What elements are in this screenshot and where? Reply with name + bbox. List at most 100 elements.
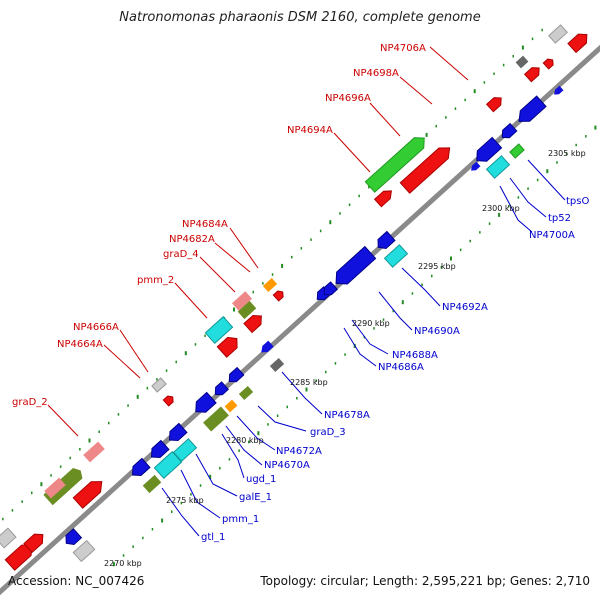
gene-arrow[interactable]: [485, 94, 505, 113]
gene-block[interactable]: [515, 55, 529, 69]
gene-arrow[interactable]: [373, 187, 395, 208]
gene-block[interactable]: [237, 300, 257, 320]
gene-label[interactable]: ugd_1: [246, 474, 276, 485]
tick-dot: [488, 222, 491, 225]
gene-arrow[interactable]: [542, 57, 555, 70]
gene-label[interactable]: tpsO: [566, 196, 589, 207]
tick-dot: [464, 98, 466, 102]
reverse-features: [62, 85, 564, 563]
gene-label[interactable]: pmm_2: [137, 275, 174, 286]
gene-label[interactable]: NP4696A: [325, 93, 371, 104]
gene-arrow[interactable]: [72, 476, 106, 509]
gene-arrow[interactable]: [331, 245, 377, 290]
tick-dot: [401, 300, 404, 305]
gene-label[interactable]: pmm_1: [222, 514, 259, 525]
gene-label[interactable]: graD_2: [12, 397, 48, 408]
gene-block[interactable]: [151, 377, 167, 393]
gene-label[interactable]: graD_3: [310, 427, 346, 438]
gene-arrow[interactable]: [499, 122, 518, 141]
gene-label[interactable]: NP4692A: [442, 302, 488, 313]
gene-label[interactable]: NP4688A: [392, 350, 438, 361]
tick-dot: [233, 307, 235, 312]
gene-block[interactable]: [72, 539, 96, 563]
tick-dot: [156, 378, 158, 381]
tick-dot: [445, 116, 447, 119]
gene-block[interactable]: [238, 386, 254, 400]
gene-label[interactable]: NP4694A: [287, 125, 333, 136]
gene-arrow[interactable]: [191, 391, 217, 416]
tick-dot: [421, 283, 423, 286]
gene-block[interactable]: [203, 406, 229, 432]
gene-block[interactable]: [231, 291, 253, 311]
gene-arrow[interactable]: [226, 366, 245, 385]
gene-block[interactable]: [142, 474, 162, 494]
gene-label[interactable]: NP4678A: [324, 410, 370, 421]
gene-block[interactable]: [224, 399, 238, 413]
gene-block[interactable]: [172, 438, 198, 462]
gene-label[interactable]: NP4664A: [57, 339, 103, 350]
map-title: Natronomonas pharaonis DSM 2160, complet…: [119, 10, 481, 25]
gene-arrow[interactable]: [552, 85, 564, 97]
gene-label[interactable]: NP4706A: [380, 43, 426, 54]
gene-arrow[interactable]: [162, 394, 175, 407]
gene-arrow[interactable]: [523, 64, 543, 83]
tick-dot: [435, 124, 437, 128]
gene-block[interactable]: [509, 143, 525, 159]
tick-dot: [50, 474, 52, 477]
gene-arrow[interactable]: [259, 340, 274, 356]
tick-dot: [305, 387, 308, 392]
gene-arrow[interactable]: [514, 95, 547, 126]
genome-backbone: [0, 44, 600, 596]
gene-label[interactable]: gtl_1: [201, 532, 225, 543]
gene-block[interactable]: [0, 527, 17, 549]
gene-block[interactable]: [485, 155, 511, 179]
gene-label[interactable]: NP4690A: [414, 326, 460, 337]
gene-label[interactable]: NP4670A: [264, 460, 310, 471]
gene-arrow[interactable]: [62, 528, 83, 548]
gene-arrow[interactable]: [216, 333, 241, 358]
tick-dot: [2, 517, 4, 521]
gene-label[interactable]: galE_1: [239, 492, 272, 503]
tick-dot: [565, 152, 568, 155]
gene-block[interactable]: [383, 244, 409, 268]
gene-arrow[interactable]: [129, 457, 151, 480]
tick-dot: [21, 500, 23, 503]
gene-arrow[interactable]: [399, 143, 454, 194]
gene-arrow[interactable]: [321, 281, 338, 298]
gene-block[interactable]: [262, 278, 278, 292]
gene-block[interactable]: [153, 451, 183, 479]
tick-dot: [344, 353, 346, 356]
gene-label[interactable]: NP4698A: [353, 68, 399, 79]
tick-dot: [546, 169, 549, 174]
gene-arrow[interactable]: [212, 381, 229, 398]
tick-dot: [276, 414, 279, 417]
gene-arrow[interactable]: [272, 289, 285, 302]
gene-block[interactable]: [269, 358, 285, 372]
gene-arrow[interactable]: [166, 422, 188, 445]
gene-label[interactable]: NP4666A: [73, 322, 119, 333]
gene-block[interactable]: [204, 316, 234, 344]
gene-arrow[interactable]: [148, 439, 170, 462]
gene-arrow[interactable]: [23, 530, 47, 554]
gene-label[interactable]: NP4700A: [529, 230, 575, 241]
gene-block[interactable]: [44, 477, 66, 499]
gene-block[interactable]: [364, 133, 429, 193]
gene-label[interactable]: NP4682A: [169, 234, 215, 245]
gene-label[interactable]: NP4686A: [378, 362, 424, 373]
tick-dot: [541, 28, 543, 32]
tick-dot: [315, 379, 317, 382]
gene-arrow[interactable]: [469, 161, 481, 173]
tick-dot: [479, 231, 481, 234]
tick-dot: [122, 554, 125, 557]
gene-arrow[interactable]: [374, 230, 396, 252]
gene-label[interactable]: NP4672A: [276, 446, 322, 457]
gene-label[interactable]: tp52: [548, 213, 571, 224]
gene-block[interactable]: [83, 441, 105, 463]
gene-arrow[interactable]: [567, 30, 591, 54]
gene-label[interactable]: graD_4: [163, 249, 199, 260]
gene-arrow[interactable]: [243, 311, 265, 334]
gene-arrow[interactable]: [472, 136, 503, 165]
gene-block[interactable]: [548, 24, 568, 44]
gene-label[interactable]: NP4684A: [182, 219, 228, 230]
